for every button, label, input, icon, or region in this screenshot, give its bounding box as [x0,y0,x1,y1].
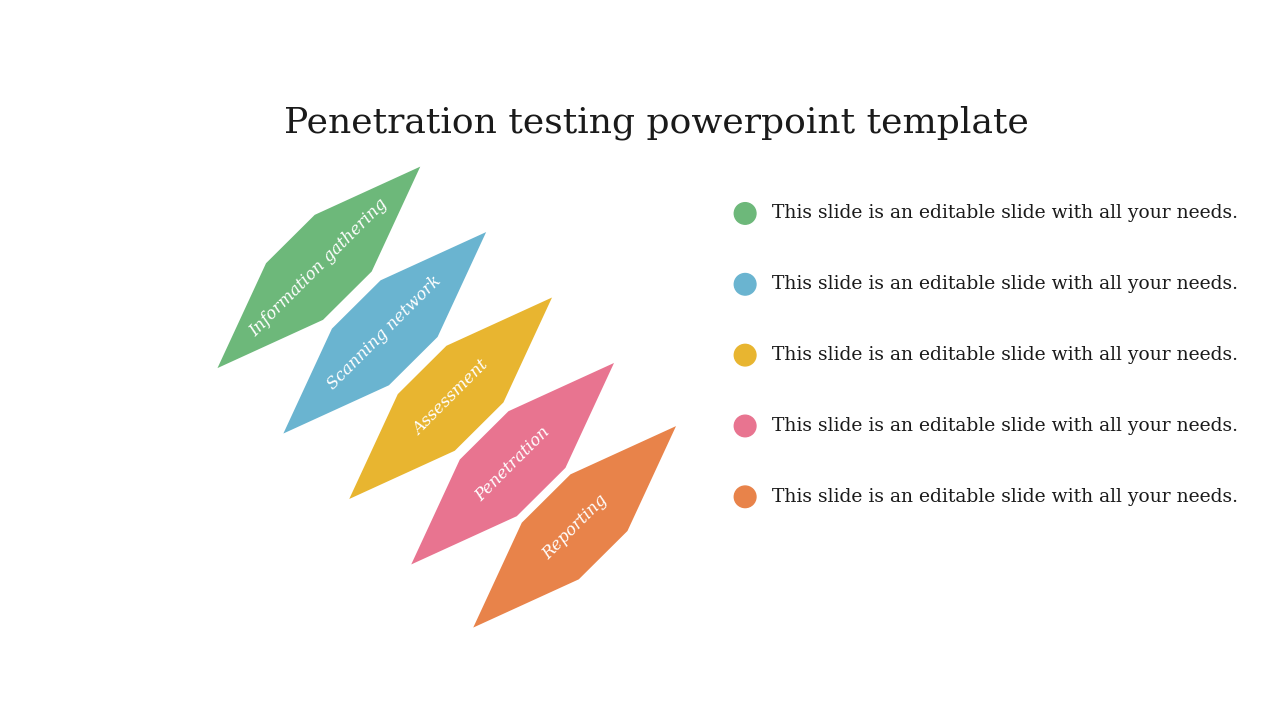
Text: Assessment: Assessment [410,357,492,439]
Circle shape [735,274,756,295]
Text: Scanning network: Scanning network [324,272,445,393]
Polygon shape [218,166,420,368]
Text: This slide is an editable slide with all your needs.: This slide is an editable slide with all… [772,346,1238,364]
Text: Information gathering: Information gathering [247,195,392,340]
Text: This slide is an editable slide with all your needs.: This slide is an editable slide with all… [772,275,1238,293]
Text: Reporting: Reporting [539,491,611,563]
Polygon shape [474,426,676,628]
Polygon shape [411,363,614,564]
Text: Penetration: Penetration [472,423,553,505]
Polygon shape [349,297,552,499]
Text: This slide is an editable slide with all your needs.: This slide is an editable slide with all… [772,417,1238,435]
Circle shape [735,202,756,224]
Polygon shape [283,232,486,433]
Circle shape [735,415,756,437]
Text: Penetration testing powerpoint template: Penetration testing powerpoint template [284,106,1028,140]
Circle shape [735,344,756,366]
Text: This slide is an editable slide with all your needs.: This slide is an editable slide with all… [772,204,1238,222]
Text: This slide is an editable slide with all your needs.: This slide is an editable slide with all… [772,488,1238,506]
Circle shape [735,486,756,508]
